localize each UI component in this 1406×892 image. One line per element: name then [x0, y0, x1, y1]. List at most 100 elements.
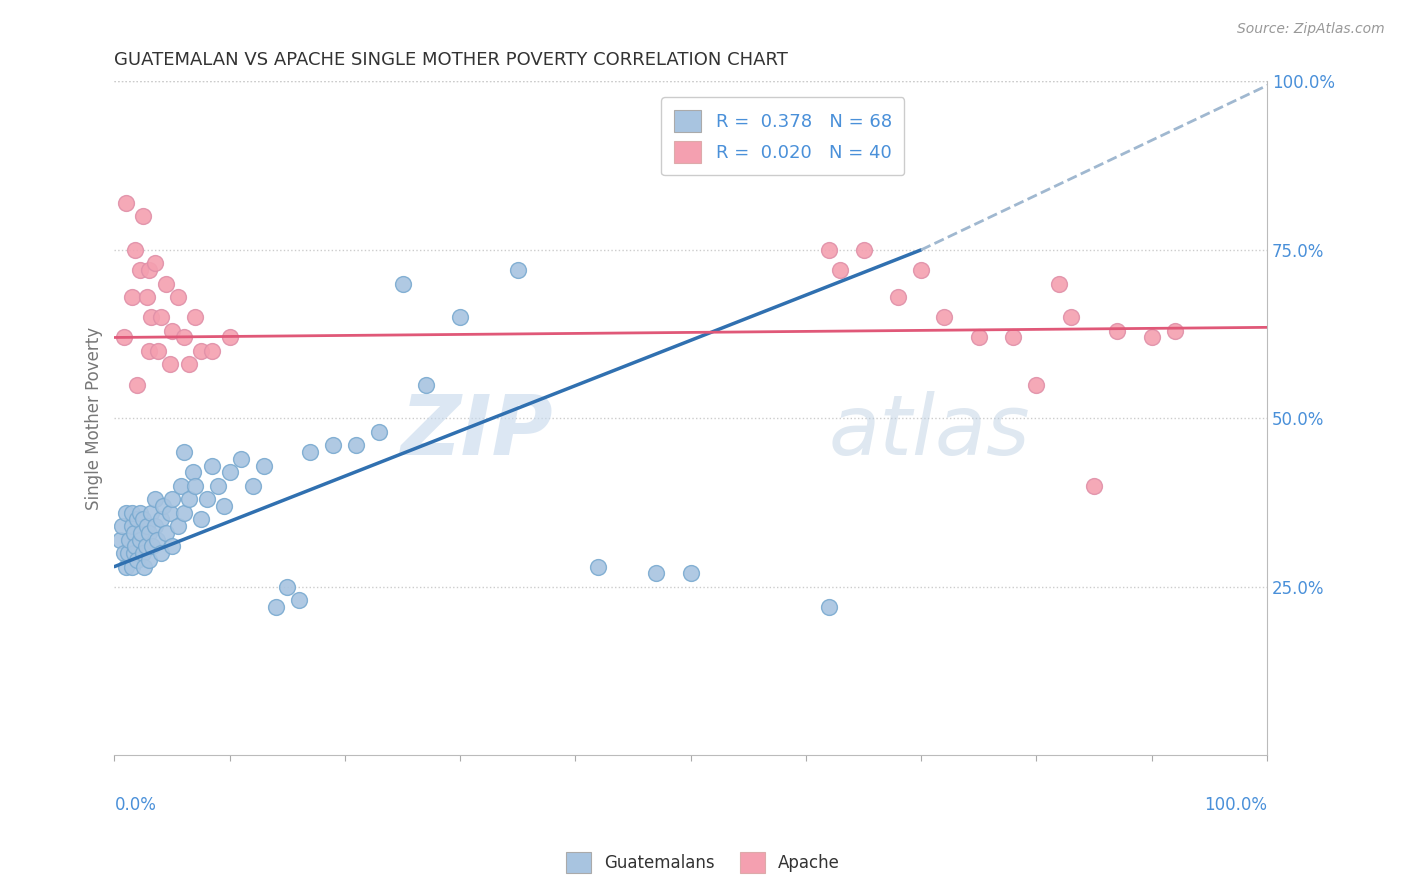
- Text: atlas: atlas: [830, 392, 1031, 473]
- Point: [346, 438, 368, 452]
- Point: [115, 506, 138, 520]
- Point: [155, 277, 177, 291]
- Text: Source: ZipAtlas.com: Source: ZipAtlas.com: [1237, 22, 1385, 37]
- Point: [179, 492, 201, 507]
- Point: [173, 445, 195, 459]
- Point: [141, 310, 163, 325]
- Point: [368, 425, 391, 439]
- Point: [190, 343, 212, 358]
- Point: [149, 546, 172, 560]
- Point: [218, 465, 240, 479]
- Point: [794, 142, 817, 156]
- Point: [122, 546, 145, 560]
- Point: [184, 310, 207, 325]
- Point: [201, 343, 224, 358]
- Point: [132, 512, 155, 526]
- Point: [149, 512, 172, 526]
- Point: [155, 525, 177, 540]
- Point: [138, 263, 160, 277]
- Point: [195, 492, 218, 507]
- Point: [160, 492, 183, 507]
- Point: [391, 277, 413, 291]
- Point: [1163, 324, 1185, 338]
- Point: [1060, 310, 1083, 325]
- Point: [111, 519, 134, 533]
- Point: [108, 533, 131, 547]
- Point: [1002, 330, 1025, 344]
- Point: [121, 506, 143, 520]
- Point: [1049, 277, 1071, 291]
- Point: [173, 506, 195, 520]
- Point: [299, 445, 322, 459]
- Point: [322, 438, 344, 452]
- Point: [179, 358, 201, 372]
- Point: [1107, 324, 1129, 338]
- Point: [152, 499, 174, 513]
- Text: GUATEMALAN VS APACHE SINGLE MOTHER POVERTY CORRELATION CHART: GUATEMALAN VS APACHE SINGLE MOTHER POVER…: [114, 51, 789, 69]
- Point: [134, 559, 156, 574]
- Point: [132, 209, 155, 223]
- Point: [818, 600, 841, 615]
- Point: [588, 559, 610, 574]
- Point: [818, 243, 841, 257]
- Point: [218, 330, 240, 344]
- Point: [159, 506, 181, 520]
- Point: [645, 566, 668, 581]
- Point: [143, 256, 166, 270]
- Point: [124, 243, 146, 257]
- Point: [148, 343, 170, 358]
- Point: [449, 310, 471, 325]
- Point: [967, 330, 990, 344]
- Point: [173, 330, 195, 344]
- Point: [242, 479, 264, 493]
- Point: [160, 324, 183, 338]
- Point: [135, 540, 157, 554]
- Point: [253, 458, 276, 473]
- Point: [132, 546, 155, 560]
- Point: [181, 465, 204, 479]
- Point: [146, 533, 169, 547]
- Point: [124, 540, 146, 554]
- Legend: Guatemalans, Apache: Guatemalans, Apache: [560, 846, 846, 880]
- Point: [128, 533, 150, 547]
- Point: [128, 263, 150, 277]
- Point: [276, 580, 298, 594]
- Point: [207, 479, 229, 493]
- Point: [141, 540, 163, 554]
- Point: [112, 330, 135, 344]
- Point: [143, 492, 166, 507]
- Point: [127, 512, 149, 526]
- Point: [159, 358, 181, 372]
- Point: [1083, 479, 1105, 493]
- Point: [135, 290, 157, 304]
- Point: [121, 290, 143, 304]
- Point: [1140, 330, 1163, 344]
- Point: [127, 377, 149, 392]
- Point: [121, 559, 143, 574]
- Point: [135, 519, 157, 533]
- Point: [115, 195, 138, 210]
- Point: [264, 600, 287, 615]
- Point: [934, 310, 956, 325]
- Point: [115, 559, 138, 574]
- Point: [118, 533, 141, 547]
- Point: [415, 377, 437, 392]
- Point: [166, 290, 188, 304]
- Point: [117, 546, 139, 560]
- Y-axis label: Single Mother Poverty: Single Mother Poverty: [86, 326, 103, 510]
- Point: [190, 512, 212, 526]
- Point: [184, 479, 207, 493]
- Point: [166, 519, 188, 533]
- Point: [112, 546, 135, 560]
- Point: [679, 566, 702, 581]
- Point: [506, 263, 529, 277]
- Point: [138, 525, 160, 540]
- Text: 100.0%: 100.0%: [1204, 796, 1267, 814]
- Text: ZIP: ZIP: [399, 392, 553, 473]
- Point: [138, 343, 160, 358]
- Point: [1025, 377, 1047, 392]
- Legend: R =  0.378   N = 68, R =  0.020   N = 40: R = 0.378 N = 68, R = 0.020 N = 40: [661, 97, 904, 176]
- Point: [288, 593, 311, 607]
- Point: [231, 451, 253, 466]
- Point: [201, 458, 224, 473]
